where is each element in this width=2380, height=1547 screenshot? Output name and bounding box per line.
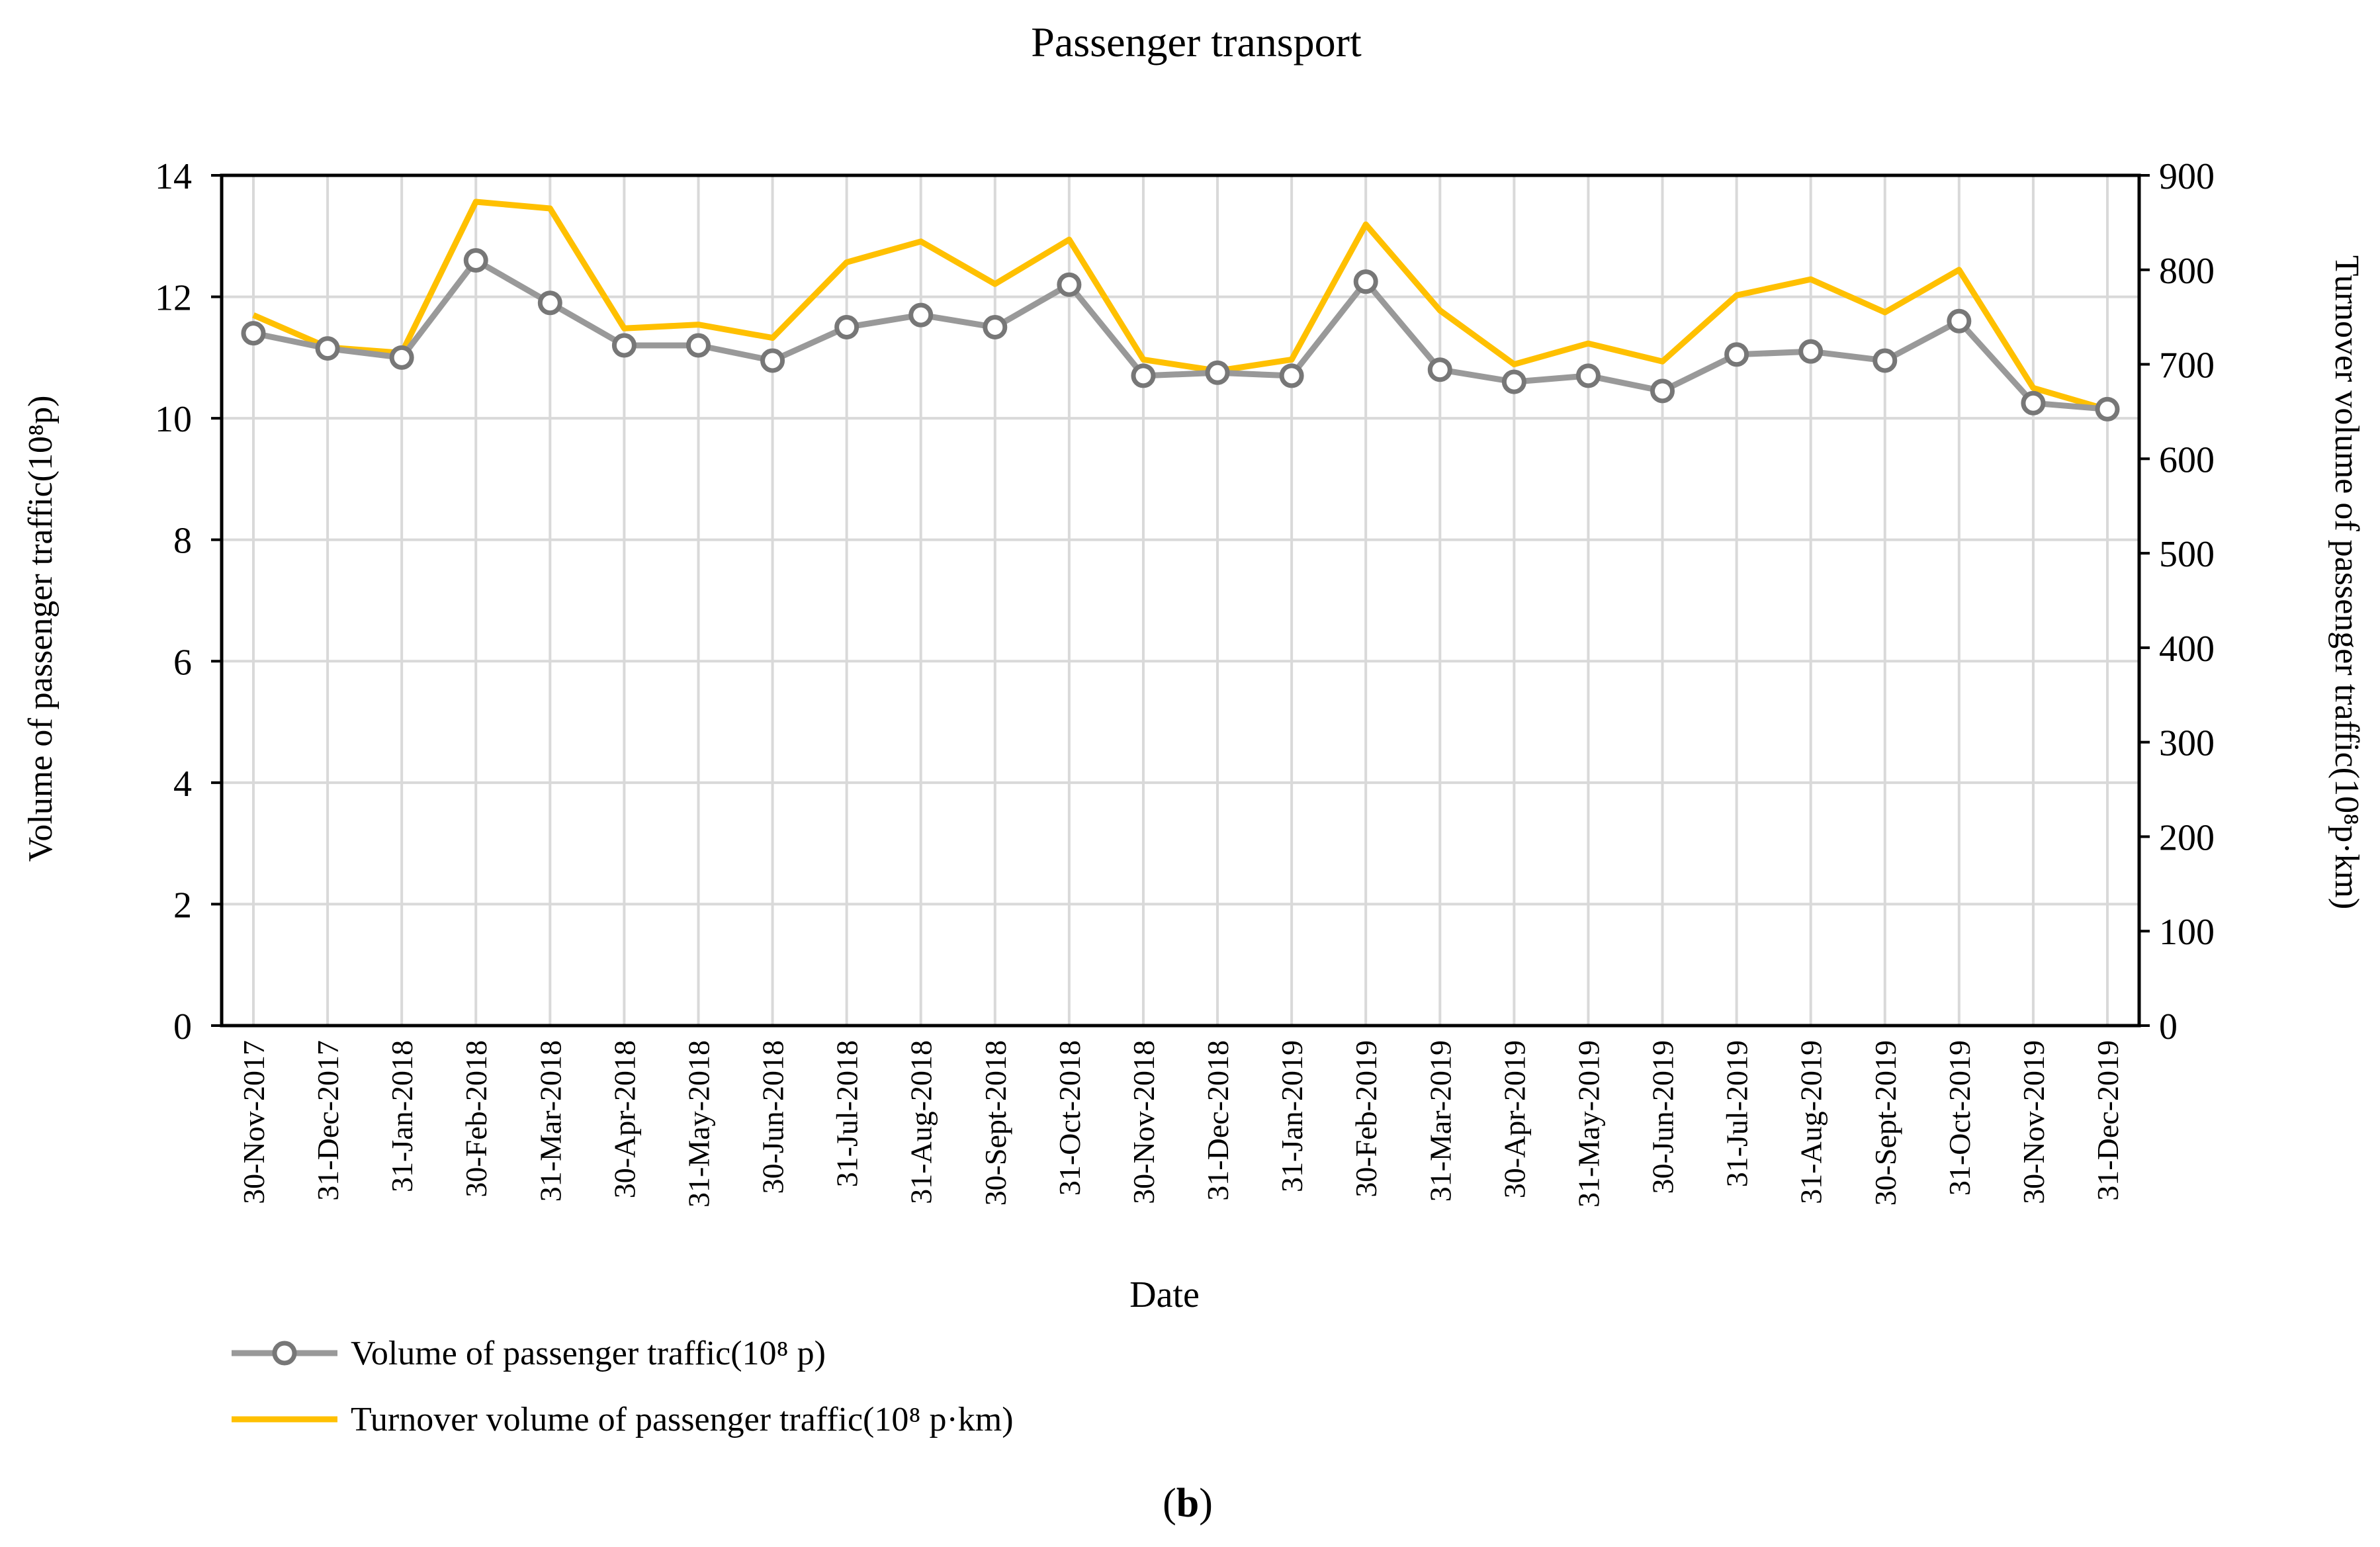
x-tick-label: 31-Jan-2018 [385, 1040, 419, 1192]
x-tick-label: 30-Apr-2018 [607, 1040, 641, 1198]
left-tick-label: 10 [155, 399, 192, 440]
volume-point [463, 248, 488, 273]
volume-point [1057, 272, 1082, 297]
volume-point [241, 321, 266, 346]
volume-point [1947, 308, 1972, 333]
right-tick-label: 100 [2159, 912, 2215, 953]
plot-border [220, 173, 2141, 1028]
volume-point [2021, 390, 2046, 416]
x-tick-label: 31-Jul-2019 [1720, 1040, 1754, 1187]
x-tick-label: 30-Nov-2018 [1127, 1040, 1161, 1204]
volume-point [1650, 378, 1675, 404]
x-tick-label: 30-Apr-2019 [1497, 1040, 1531, 1198]
x-tick-label: 31-Dec-2019 [2091, 1040, 2125, 1201]
volume-line [253, 257, 2108, 412]
x-tick-label: 31-Aug-2018 [904, 1040, 938, 1204]
volume-point [1353, 269, 1378, 294]
caption-letter: b [1176, 1481, 1199, 1526]
x-tick-label: 31-Dec-2017 [311, 1040, 345, 1201]
x-tick-label: 30-Jun-2019 [1646, 1040, 1680, 1194]
volume-point [315, 336, 340, 361]
volume-point [1427, 357, 1452, 382]
volume-point [611, 333, 637, 358]
right-tick-label: 700 [2159, 345, 2215, 386]
left-tick-label: 2 [173, 885, 192, 926]
x-tick-label: 31-May-2019 [1571, 1040, 1605, 1208]
x-tick-label: 31-Oct-2019 [1943, 1040, 1976, 1196]
right-axis-label: Turnover volume of passenger traffic(10⁸… [2328, 255, 2365, 910]
volume-point [983, 314, 1008, 339]
x-tick-label: 30-Feb-2019 [1349, 1040, 1383, 1198]
left-tick-label: 8 [173, 521, 192, 562]
left-axis-label: Volume of passenger traffic(10⁸p) [22, 396, 60, 862]
left-tick-label: 4 [173, 764, 192, 805]
x-tick-label: 30-Sept-2018 [979, 1040, 1012, 1206]
x-axis-label: Date [1129, 1274, 1200, 1315]
right-tick-label: 300 [2159, 723, 2215, 764]
volume-point [685, 333, 711, 358]
x-axis-ticks: 30-Nov-2017 31-Dec-2017 31-Jan-2018 30-Feb-… [237, 1040, 2125, 1208]
x-tick-label: 31-Oct-2018 [1053, 1040, 1086, 1196]
x-tick-label: 30-Nov-2017 [237, 1040, 271, 1204]
legend-label-turnover: Turnover volume of passenger traffic(10⁸… [351, 1401, 1014, 1438]
left-axis-ticks: 0 2 4 6 8 10 12 14 [155, 156, 222, 1047]
series-passenger-volume [241, 248, 2120, 421]
x-tick-label: 30-Feb-2018 [459, 1040, 493, 1198]
x-tick-label: 31-Aug-2019 [1794, 1040, 1828, 1204]
plot-frame [220, 173, 2141, 1028]
x-tick-label: 31-Mar-2018 [533, 1040, 567, 1202]
volume-point [760, 348, 785, 373]
legend-item-volume: Volume of passenger traffic(10⁸ p) [232, 1335, 826, 1372]
volume-point [1798, 339, 1824, 364]
x-tick-label: 31-Dec-2018 [1201, 1040, 1235, 1201]
left-tick-label: 14 [155, 156, 192, 197]
x-tick-label: 31-Jul-2018 [830, 1040, 864, 1187]
legend-label-volume: Volume of passenger traffic(10⁸ p) [351, 1335, 826, 1372]
series-turnover-volume [252, 199, 2109, 413]
x-tick-label: 30-Nov-2019 [2017, 1040, 2050, 1204]
x-tick-label: 31-May-2018 [682, 1040, 715, 1208]
x-tick-label: 30-Jun-2018 [756, 1040, 790, 1194]
volume-point [1131, 363, 1156, 388]
right-tick-label: 200 [2159, 817, 2215, 858]
volume-point [537, 290, 562, 316]
left-tick-label: 6 [173, 642, 192, 683]
volume-point [1873, 348, 1898, 373]
volume-point [2095, 396, 2120, 421]
right-tick-label: 500 [2159, 534, 2215, 575]
x-tick-label: 30-Sept-2019 [1869, 1040, 1902, 1206]
left-tick-label: 0 [173, 1006, 192, 1047]
x-tick-label: 31-Jan-2019 [1275, 1040, 1309, 1192]
gridlines [222, 174, 2139, 1027]
turnover-line [252, 199, 2109, 413]
right-tick-label: 800 [2159, 251, 2215, 292]
right-axis-ticks: 0 100 200 300 400 500 600 700 800 900 [2139, 156, 2215, 1047]
volume-point [389, 345, 414, 370]
right-tick-label: 400 [2159, 629, 2215, 670]
left-tick-label: 12 [155, 278, 192, 319]
volume-point [908, 302, 934, 328]
volume-point [1724, 342, 1749, 367]
figure-caption: (b) [1163, 1481, 1213, 1526]
legend: Volume of passenger traffic(10⁸ p) Turno… [232, 1335, 1014, 1438]
chart-title: Passenger transport [1031, 19, 1362, 66]
x-tick-label: 31-Mar-2019 [1423, 1040, 1457, 1202]
volume-point [1501, 369, 1526, 394]
volume-point [1575, 363, 1601, 388]
volume-point [1279, 363, 1304, 388]
right-tick-label: 900 [2159, 156, 2215, 197]
volume-point [1205, 360, 1230, 385]
right-tick-label: 0 [2159, 1006, 2178, 1047]
right-tick-label: 600 [2159, 439, 2215, 480]
volume-point [834, 314, 859, 339]
legend-marker-volume [272, 1341, 297, 1366]
legend-item-turnover: Turnover volume of passenger traffic(10⁸… [232, 1401, 1014, 1438]
